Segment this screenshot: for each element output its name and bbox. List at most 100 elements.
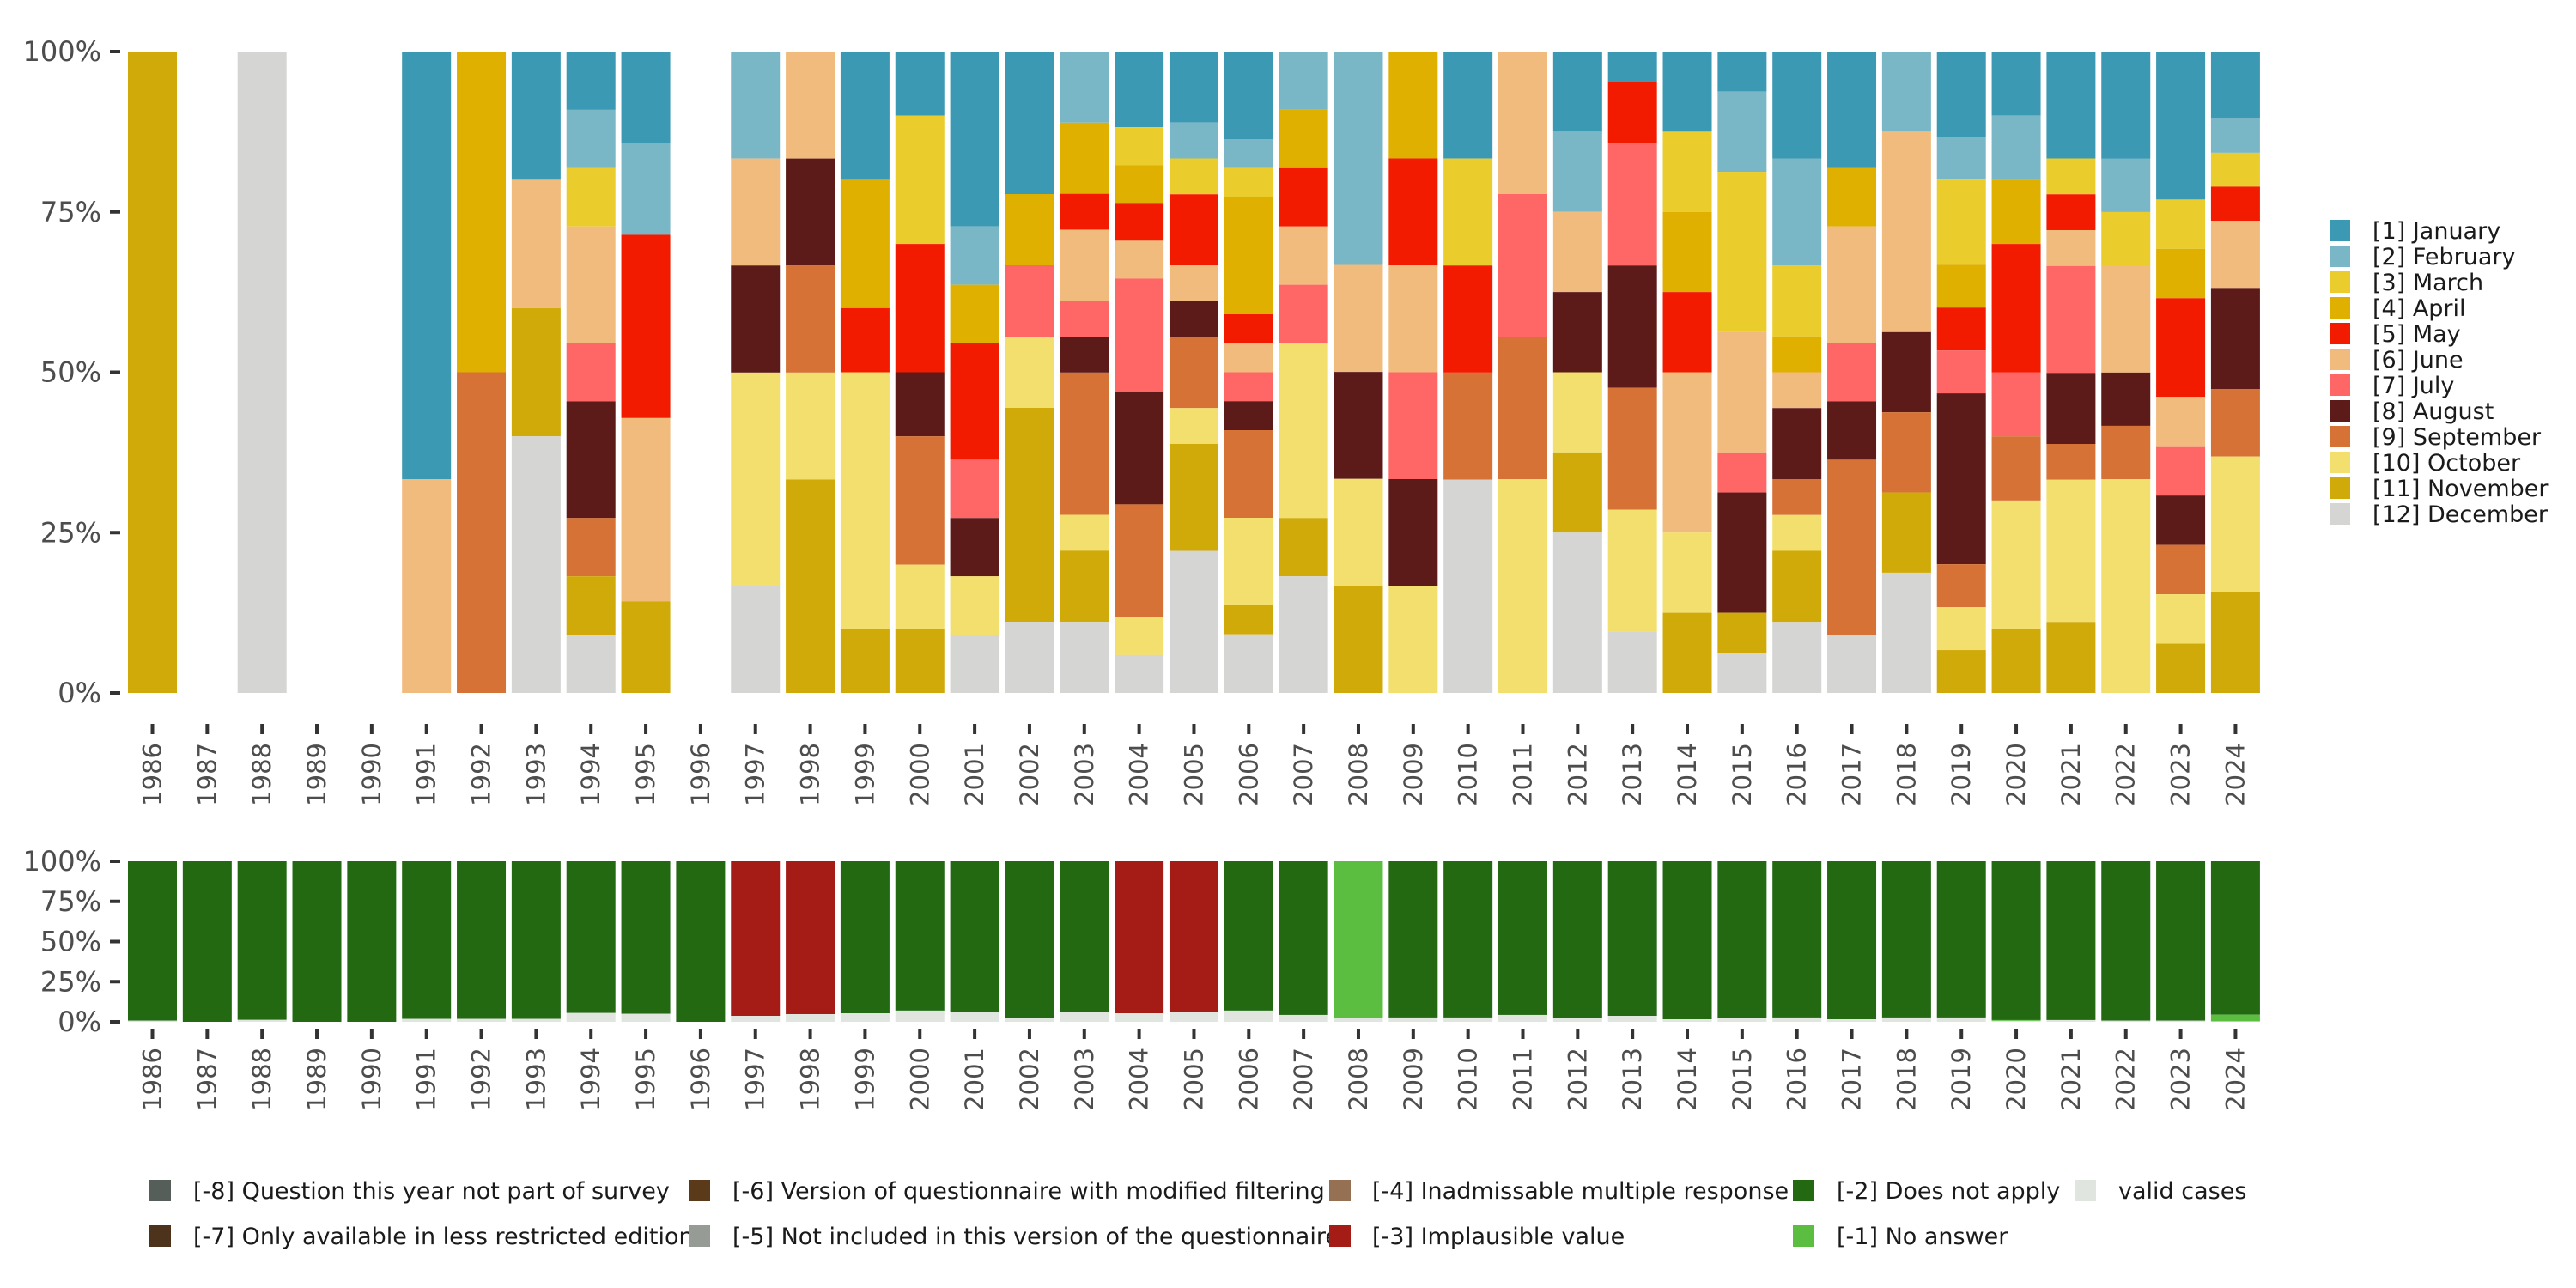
legend-swatch: [2330, 452, 2350, 473]
bar-stack-2001: [950, 52, 999, 693]
bar-segment-2012-6-june: [1552, 211, 1602, 293]
bar-segment-1986-11-november: [128, 52, 177, 693]
bar-segment-2020-10-october: [1991, 500, 2041, 629]
bar-segment-2012-12-december: [1552, 532, 1602, 693]
bar-segment-2012-10-october: [1552, 372, 1602, 453]
bar-segment-1991-6-june: [402, 479, 452, 693]
legend-label: [-5] Not included in this version of the…: [732, 1224, 1340, 1250]
legend-item-8-question-this-year-not-part-of-survey: [-8] Question this year not part of surv…: [149, 1178, 670, 1205]
bar-segment-2003-valid-cases: [1060, 1012, 1109, 1022]
legend-label: [5] May: [2372, 321, 2461, 348]
x-tick-label: 2019: [1947, 743, 1976, 806]
legend-label: [6] June: [2372, 347, 2464, 374]
bar-segment-2020-7-july: [1991, 372, 2041, 437]
bar-segment-2022-3-march: [2101, 211, 2151, 265]
legend-item-3-march: [3] March: [2330, 270, 2483, 296]
bar-segment-2007-11-november: [1279, 518, 1328, 577]
x-tick-label: 1995: [631, 1048, 660, 1111]
bar-segment-2001-7-july: [950, 459, 999, 519]
bar-segment-2014-4-april: [1662, 211, 1712, 293]
month-stacked-bar-chart: 0% 25% 50% 75% 100% 1986 1987 1988 1989 1990 1991…: [23, 35, 2260, 806]
bar-segment-2020-11-november: [1991, 629, 2041, 693]
bar-segment-2024-valid-cases: [2210, 1021, 2260, 1022]
bar-segment-2022-1-january: [2101, 52, 2151, 159]
bar-segment-2000-11-november: [895, 629, 945, 693]
bar-segment-2018-valid-cases: [1881, 1017, 1931, 1022]
legend-item-1-january: [1] January: [2330, 218, 2500, 245]
bar-segment-2019-10-october: [1936, 607, 1986, 651]
bar-segment-1995-2-does-not-apply: [621, 861, 671, 1014]
x-tick-label: 2010: [1454, 1048, 1483, 1111]
bar-segment-2015-12-december: [1717, 653, 1767, 693]
bar-segment-2024-2-does-not-apply: [2210, 861, 2260, 1015]
bar-segment-2022-2-february: [2101, 158, 2151, 212]
bar-stack-1991: [402, 861, 452, 1022]
bar-stack-1998: [786, 861, 835, 1022]
x-tick-label: 2003: [1070, 743, 1099, 806]
bar-segment-2005-2-february: [1169, 122, 1218, 159]
bar-segment-2022-valid-cases: [2101, 1020, 2151, 1022]
legend-label: [-7] Only available in less restricted e…: [193, 1224, 694, 1250]
x-tick-label: 2008: [1344, 1048, 1373, 1111]
bar-segment-1998-9-september: [786, 265, 835, 373]
legend-label: [-3] Implausible value: [1372, 1224, 1625, 1250]
x-tick-label: 2000: [905, 1048, 934, 1111]
x-tick-label: 2022: [2111, 743, 2141, 806]
bar-segment-2001-12-december: [950, 635, 999, 693]
bar-segment-1998-8-august: [786, 158, 835, 266]
legend-item-4-inadmissable-multiple-response: [-4] Inadmissable multiple response: [1329, 1178, 1789, 1205]
bar-segment-2019-11-november: [1936, 650, 1986, 693]
bar-segment-1996-2-does-not-apply: [676, 861, 726, 1022]
bar-segment-2004-12-december: [1115, 654, 1164, 693]
x-tick-label: 2011: [1509, 743, 1538, 806]
bar-segment-2007-12-december: [1279, 576, 1328, 693]
x-tick-label: 2018: [1892, 743, 1921, 806]
x-tick-label: 2021: [2057, 1048, 2086, 1111]
bar-stack-2017: [1827, 52, 1877, 693]
x-tick-label: 2007: [1289, 743, 1318, 806]
bar-segment-2019-7-july: [1936, 350, 1986, 394]
bar-segment-2009-10-october: [1388, 586, 1438, 693]
bar-segment-2005-1-january: [1169, 52, 1218, 123]
y-tick-label: 100%: [23, 845, 101, 878]
bar-stack-2023: [2156, 52, 2206, 693]
bar-stack-2018: [1881, 861, 1931, 1022]
bar-segment-2004-8-august: [1115, 391, 1164, 505]
bar-segment-2012-8-august: [1552, 292, 1602, 373]
bar-segment-2022-9-september: [2101, 425, 2151, 479]
bar-segment-2011-valid-cases: [1498, 1014, 1547, 1022]
legend-label: [8] August: [2372, 398, 2494, 425]
bar-segment-2023-5-may: [2156, 298, 2206, 398]
x-tick-label: 2012: [1563, 743, 1592, 806]
bar-segment-2024-6-june: [2210, 221, 2260, 289]
x-tick-label: 2002: [1015, 743, 1044, 806]
bar-segment-2000-3-march: [895, 115, 945, 245]
bar-stack-2019: [1936, 52, 1986, 693]
x-tick-label: 1988: [247, 743, 276, 806]
bar-segment-2013-12-december: [1607, 631, 1657, 693]
bar-segment-1997-2-february: [731, 52, 781, 159]
y-tick-label: 50%: [40, 926, 101, 958]
x-tick-label: 2017: [1838, 743, 1867, 806]
x-tick-label: 1991: [412, 1048, 441, 1111]
bar-segment-2001-5-may: [950, 343, 999, 460]
top-x-axis: 1986 1987 1988 1989 1990 1991 1992 1993 1994 1995…: [138, 724, 2250, 806]
bar-stack-1992: [457, 52, 507, 693]
bar-segment-2014-11-november: [1662, 612, 1712, 693]
bar-segment-2002-valid-cases: [1005, 1018, 1054, 1022]
bar-segment-1999-10-october: [840, 372, 890, 629]
legend-item-6-june: [6] June: [2330, 347, 2464, 374]
bar-segment-1994-2-does-not-apply: [566, 861, 616, 1013]
bar-stack-2007: [1279, 52, 1328, 693]
bar-segment-2022-2-does-not-apply: [2101, 861, 2151, 1021]
bar-segment-2021-8-august: [2046, 373, 2096, 444]
bar-segment-2023-10-october: [2156, 594, 2206, 644]
bar-segment-2017-4-april: [1827, 167, 1877, 227]
bar-segment-2022-8-august: [2101, 372, 2151, 426]
bar-segment-2004-valid-cases: [1115, 1013, 1164, 1022]
bar-segment-2006-2-does-not-apply: [1224, 861, 1273, 1011]
bar-segment-1999-valid-cases: [840, 1013, 890, 1022]
missing-values-bar-chart: 0% 25% 50% 75% 100% 1986 1987 1988 1989 1990 1991…: [23, 845, 2260, 1111]
bar-segment-2013-2-does-not-apply: [1607, 861, 1657, 1017]
bar-segment-2009-5-may: [1388, 158, 1438, 265]
